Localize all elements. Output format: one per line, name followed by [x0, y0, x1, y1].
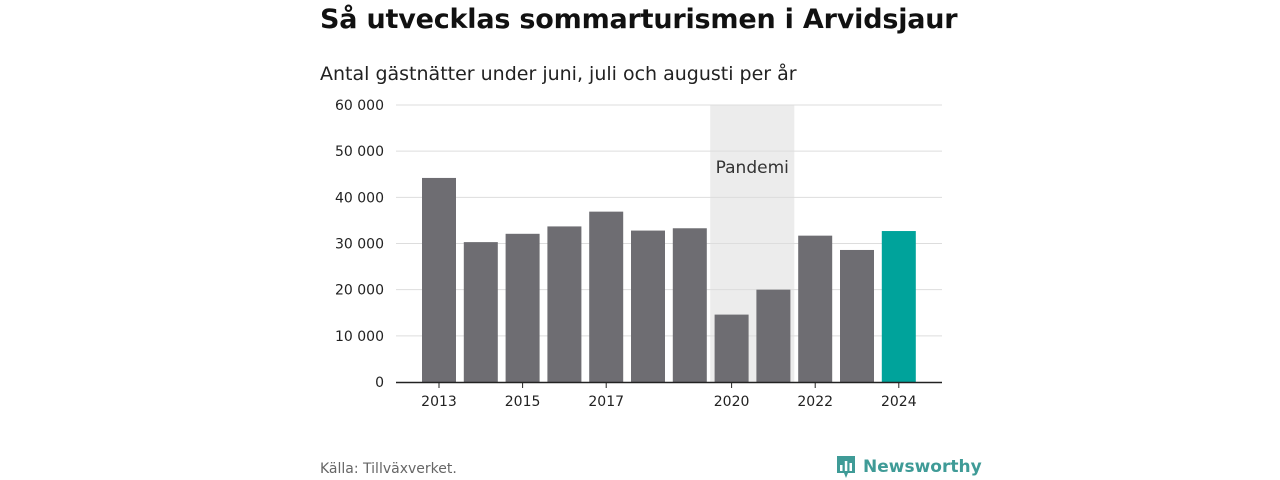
- x-tick-label: 2013: [421, 394, 457, 410]
- chart-subtitle: Antal gästnätter under juni, juli och au…: [320, 63, 797, 85]
- brand-name: Newsworthy: [863, 457, 982, 477]
- source-note: Källa: Tillväxverket.: [320, 461, 457, 477]
- pandemic-label: Pandemi: [716, 158, 789, 178]
- x-tick-label: 2020: [714, 394, 750, 410]
- bar: [505, 233, 540, 382]
- bar: [756, 289, 791, 382]
- bar: [631, 230, 665, 382]
- x-tick-label: 2024: [881, 394, 917, 410]
- y-tick-label: 10 000: [335, 329, 384, 345]
- x-tick-label: 2015: [505, 394, 541, 410]
- x-tick-label: 2022: [797, 394, 833, 410]
- bar: [881, 231, 916, 382]
- y-tick-label: 40 000: [335, 190, 384, 206]
- y-tick-label: 50 000: [335, 144, 384, 160]
- brand-logo: Newsworthy: [835, 454, 982, 480]
- bar: [463, 242, 498, 382]
- bar-chart: 0 10 000 20 000 30 000 40 000 50 000 60 000 Pan…: [335, 98, 942, 410]
- bar: [714, 314, 749, 382]
- bar-chart-logo-icon: [837, 456, 855, 478]
- bar: [840, 249, 874, 382]
- y-tick-label: 20 000: [335, 283, 384, 299]
- bar: [589, 211, 624, 382]
- bar: [798, 235, 833, 382]
- bar: [547, 226, 582, 382]
- bar: [672, 228, 707, 382]
- y-tick-label: 30 000: [335, 237, 384, 253]
- bar: [422, 177, 456, 382]
- y-tick-label: 0: [375, 375, 384, 391]
- chart-title: Så utvecklas sommarturismen i Arvidsjaur: [320, 4, 958, 35]
- x-tick-label: 2017: [588, 394, 624, 410]
- y-tick-label: 60 000: [335, 98, 384, 114]
